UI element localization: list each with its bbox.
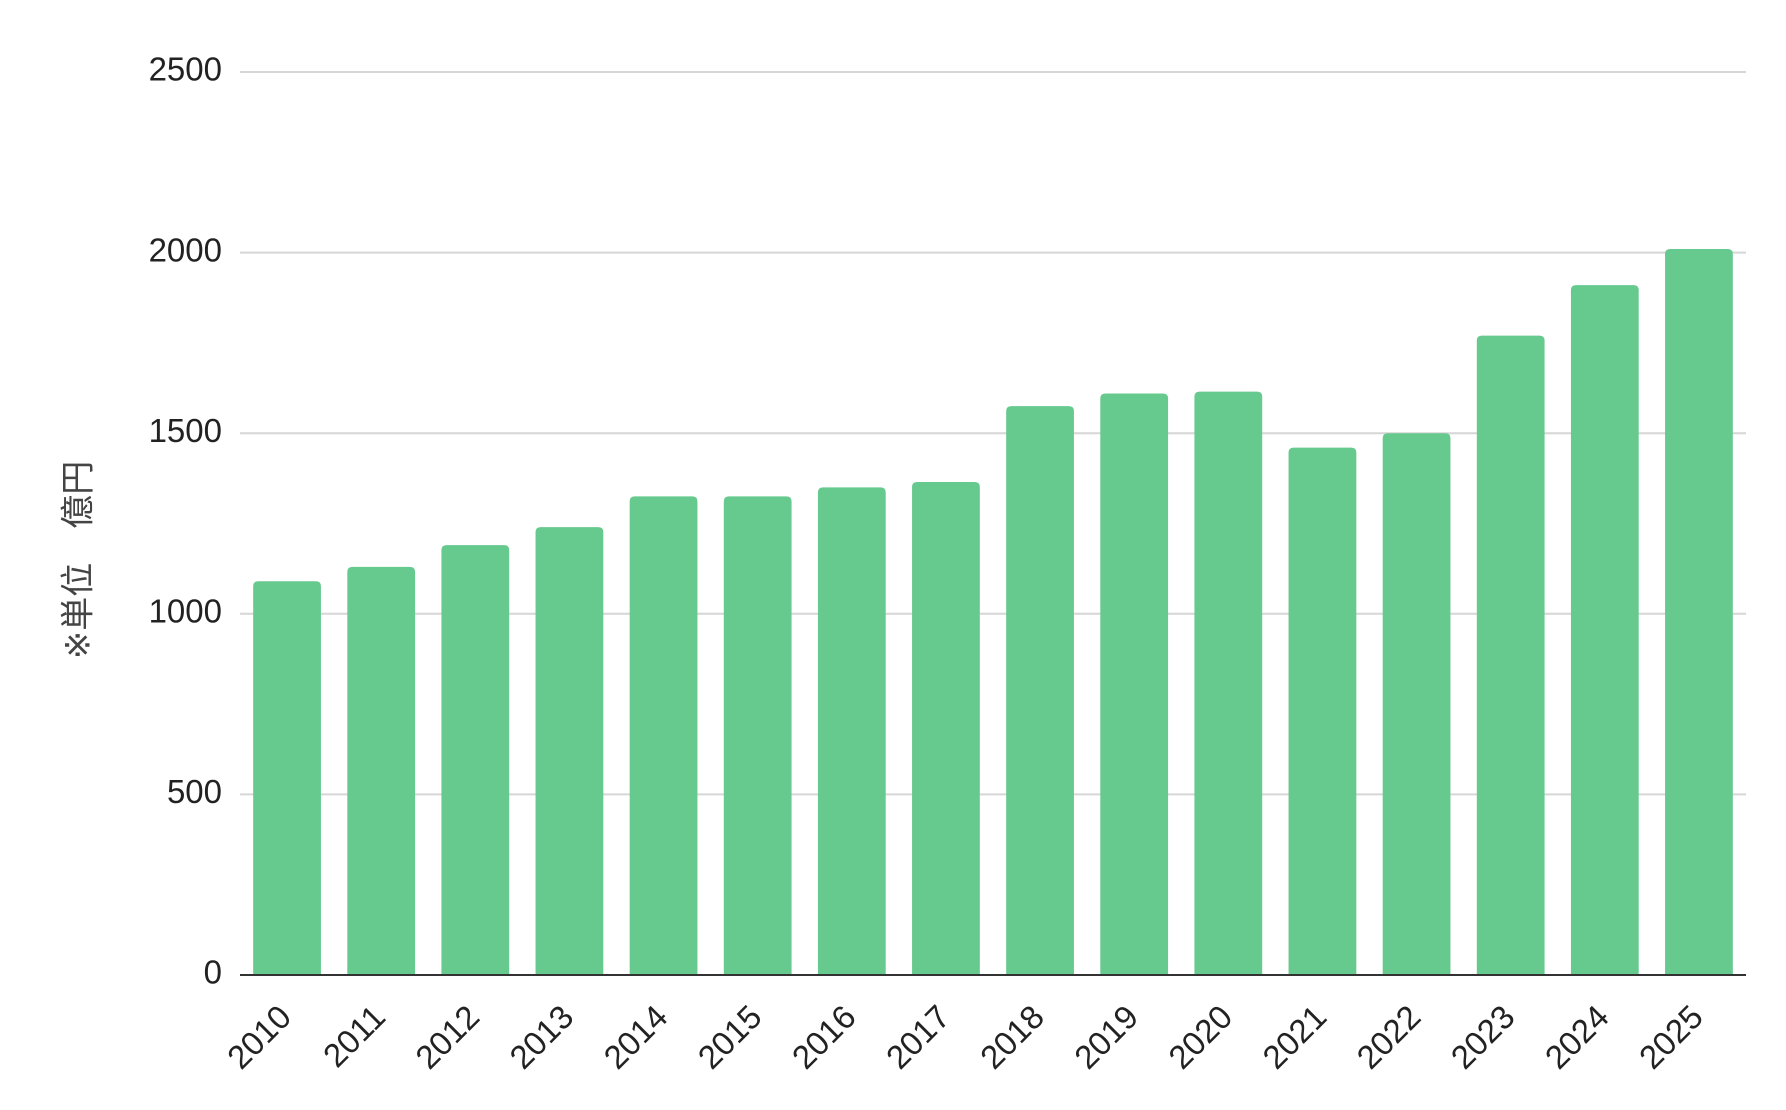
y-axis-label: ※単位 億円 (59, 461, 99, 660)
y-tick-label: 2500 (149, 51, 222, 88)
bar-2017 (912, 481, 980, 975)
y-tick-label: 2000 (149, 231, 222, 268)
bar-2025 (1665, 248, 1733, 975)
y-tick-label: 1500 (149, 412, 222, 449)
x-tick-label: 2014 (596, 998, 674, 1076)
x-tick-label: 2024 (1538, 998, 1616, 1076)
x-tick-label: 2016 (785, 998, 863, 1076)
y-tick-label: 0 (204, 954, 222, 991)
bar-2024 (1570, 285, 1639, 975)
bar-2015 (723, 496, 792, 975)
bar-2021 (1288, 447, 1357, 975)
x-tick-label: 2015 (691, 998, 769, 1076)
x-tick-label: 2023 (1444, 998, 1522, 1076)
bar-2014 (629, 496, 698, 975)
y-tick-label: 500 (167, 773, 222, 810)
x-tick-label: 2017 (879, 998, 957, 1076)
bar-2012 (441, 545, 510, 975)
x-tick-label: 2012 (408, 998, 486, 1076)
x-tick-label: 2011 (316, 998, 392, 1074)
bar-2011 (347, 566, 416, 975)
x-tick-label: 2022 (1349, 998, 1427, 1076)
bar-2013 (535, 527, 604, 975)
x-tick-label: 2010 (220, 998, 298, 1076)
bar-2020 (1194, 391, 1263, 975)
y-tick-label: 1000 (149, 593, 222, 630)
bar-2018 (1006, 406, 1074, 975)
x-tick-label: 2013 (502, 998, 580, 1076)
x-tick-label: 2025 (1632, 998, 1710, 1076)
bar-2019 (1100, 393, 1169, 975)
bar-2023 (1476, 335, 1545, 975)
bars (253, 248, 1733, 975)
x-tick-label: 2020 (1161, 998, 1239, 1076)
x-tick-label: 2018 (973, 998, 1051, 1076)
x-tick-label: 2021 (1255, 998, 1333, 1076)
x-tick-label: 2019 (1067, 998, 1145, 1076)
bar-2016 (817, 487, 886, 975)
bar-2022 (1382, 433, 1451, 975)
bar-2010 (253, 581, 321, 975)
